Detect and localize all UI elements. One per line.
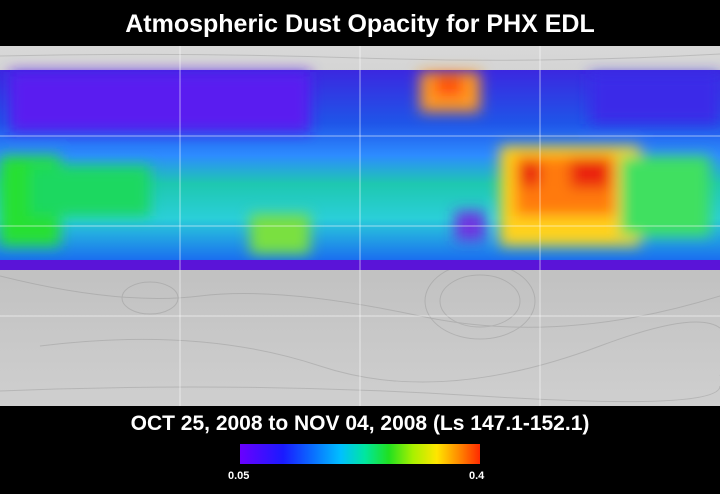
dust-opacity-map	[0, 46, 720, 406]
map-grid	[0, 46, 720, 406]
scale-max-label: 0.4	[469, 470, 485, 482]
date-range-label: OCT 25, 2008 to NOV 04, 2008 (Ls 147.1-1…	[130, 412, 590, 435]
relief-texture	[0, 53, 720, 403]
opacity-color-scale	[240, 444, 480, 464]
map-title: Atmospheric Dust Opacity for PHX EDL	[125, 10, 595, 38]
scale-min-label: 0.05	[228, 470, 250, 482]
